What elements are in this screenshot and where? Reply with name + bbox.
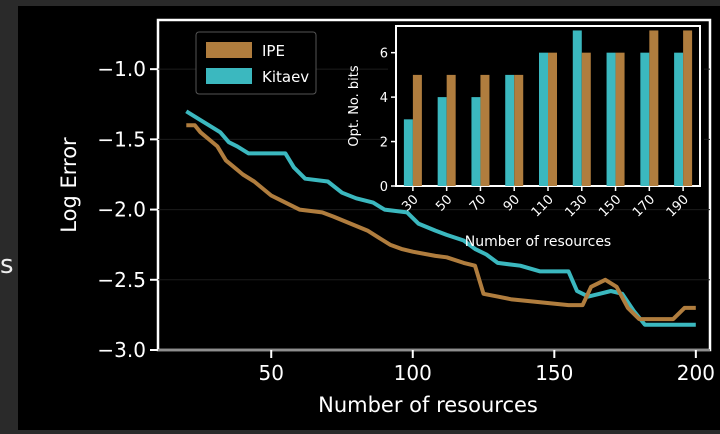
inset-bar-kitaev [572, 30, 582, 187]
inset-bar-kitaev [606, 52, 616, 186]
inset-x-tick-label: 90 [501, 192, 523, 214]
inset-bar-ipe [480, 74, 490, 186]
inset-bar-kitaev [674, 52, 684, 186]
inset-x-tick-label: 110 [529, 192, 557, 220]
figure: −1.0 −1.5 −2.0 −2.5 −3.0 50 100 150 200 Log Erro… [18, 6, 720, 430]
inset-bar-kitaev [437, 97, 447, 186]
main-x-tick-label: 150 [535, 361, 573, 385]
inset-bar-kitaev [471, 97, 481, 186]
legend-label-ipe: IPE [262, 42, 285, 60]
inset-x-tick-label: 190 [664, 192, 692, 220]
main-x-tick-label: 50 [259, 361, 284, 385]
main-x-tick-label: 200 [677, 361, 715, 385]
main-y-tick-label: −2.5 [97, 268, 146, 292]
main-series-lines [185, 109, 696, 327]
main-x-axis-label: Number of resources [318, 393, 538, 417]
inset-bar-kitaev [403, 119, 413, 186]
series-line-ipe [186, 123, 696, 322]
inset-bar-ipe [615, 52, 625, 186]
legend: IPE Kitaev [195, 31, 317, 95]
inset-bar-ipe [581, 52, 591, 186]
inset-y-tick-label: 0 [380, 180, 388, 195]
inset-y-tick-label: 2 [380, 136, 388, 151]
inset-x-axis-label: Number of resources [465, 234, 611, 250]
main-y-tick-label: −3.0 [97, 338, 146, 362]
main-y-tick-label: −1.5 [97, 127, 146, 151]
chart-svg: −1.0 −1.5 −2.0 −2.5 −3.0 50 100 150 200 Log Erro… [57, 18, 715, 417]
series-line-kitaev [185, 109, 696, 327]
inset-bar-ipe [649, 30, 659, 187]
inset-y-tick-label: 4 [380, 91, 388, 106]
main-y-axis-label: Log Error [57, 137, 81, 233]
inset-bar-ipe [683, 30, 693, 187]
inset-x-tick-label: 170 [630, 192, 658, 220]
inset-bar-kitaev [505, 74, 515, 186]
main-axes: −1.0 −1.5 −2.0 −2.5 −3.0 50 100 150 200 [97, 57, 715, 385]
inset-x-tick-label: 130 [562, 192, 590, 220]
inset-bar-ipe [514, 74, 524, 186]
inset-x-tick-label: 70 [467, 192, 489, 214]
legend-label-kitaev: Kitaev [262, 68, 309, 86]
main-y-tick-label: −1.0 [97, 57, 146, 81]
inset-bar-kitaev [640, 52, 650, 186]
inset-bar-kitaev [539, 52, 548, 186]
main-y-tick-label: −2.0 [97, 198, 146, 222]
inset-x-tick-label: 50 [433, 192, 455, 214]
inset-bar-ipe [548, 52, 557, 186]
cropped-side-text: s [0, 250, 14, 280]
inset-bar-ipe [446, 74, 456, 186]
legend-swatch-kitaev [206, 68, 252, 84]
inset-y-tick-label: 6 [380, 47, 388, 62]
inset-x-tick-label: 150 [596, 192, 624, 220]
inset-y-axis-label: Opt. No. bits [347, 65, 362, 147]
inset-bar-ipe [412, 74, 422, 186]
legend-swatch-ipe [206, 42, 252, 58]
main-x-tick-label: 100 [394, 361, 432, 385]
